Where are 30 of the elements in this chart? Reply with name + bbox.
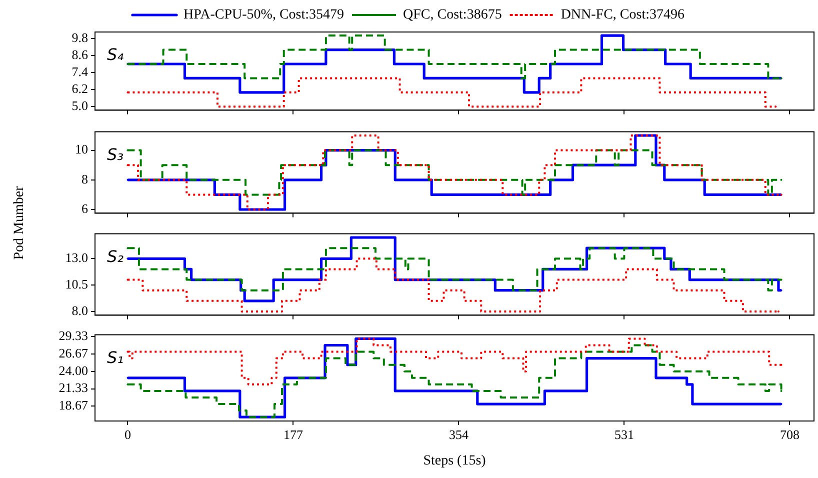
y-tick-label: 5.0: [72, 98, 88, 114]
x-axis-title: Steps (15s): [423, 453, 486, 468]
y-tick-label: 21.33: [58, 380, 88, 396]
x-tick-label: 708: [780, 427, 800, 442]
y-tick-label: 6: [82, 200, 88, 216]
x-tick-label: 354: [448, 427, 469, 442]
y-tick-label: 8: [82, 171, 88, 186]
y-tick-label: 6.2: [72, 81, 88, 96]
legend-label: HPA-CPU-50%, Cost:35479: [184, 8, 344, 23]
y-tick-label: 18.67: [58, 398, 88, 413]
legend-label: QFC, Cost:38675: [403, 8, 502, 23]
y-tick-label: 9.8: [72, 30, 88, 45]
y-tick-label: 10.5: [65, 276, 88, 292]
y-tick-label: 26.67: [58, 345, 88, 360]
y-axis-title: Pod Mumber: [12, 186, 28, 260]
y-tick-label: 8.6: [72, 46, 88, 62]
x-tick-label: 0: [124, 427, 131, 442]
y-tick-label: 24.00: [58, 362, 88, 378]
annotation: S₂: [107, 246, 124, 266]
x-tick-label: 531: [614, 427, 634, 442]
annotation: S₁: [107, 348, 124, 367]
y-tick-label: 29.33: [58, 328, 88, 343]
y-tick-label: 13.0: [65, 250, 88, 266]
x-tick-label: 177: [283, 427, 304, 442]
y-tick-label: 8.0: [72, 302, 88, 318]
annotation: S₃: [107, 144, 124, 164]
legend-label: DNN-FC, Cost:37496: [560, 8, 684, 23]
y-tick-label: 10: [75, 142, 88, 157]
annotation: S₄: [107, 45, 124, 64]
y-tick-label: 7.4: [72, 64, 88, 79]
